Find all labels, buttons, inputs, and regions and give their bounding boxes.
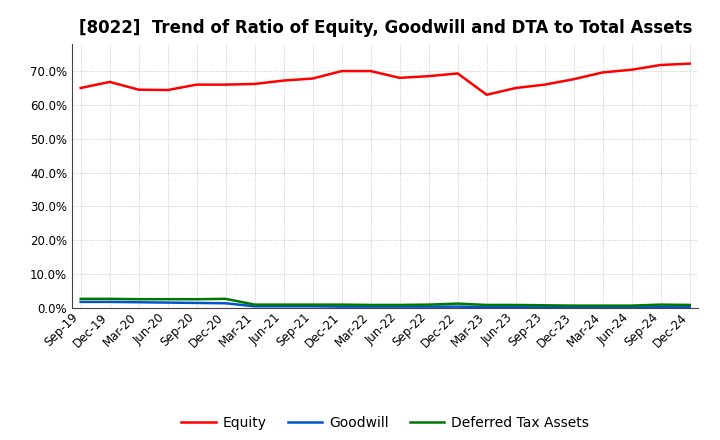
Equity [308, 76, 317, 81]
Equity [163, 88, 172, 93]
Deferred Tax Assets [627, 303, 636, 308]
Deferred Tax Assets [192, 297, 201, 302]
Equity [454, 71, 462, 76]
Equity [482, 92, 491, 97]
Deferred Tax Assets [685, 302, 694, 308]
Goodwill [163, 300, 172, 305]
Equity [395, 75, 404, 81]
Deferred Tax Assets [598, 303, 607, 308]
Goodwill [424, 304, 433, 309]
Deferred Tax Assets [541, 303, 549, 308]
Goodwill [685, 304, 694, 310]
Goodwill [135, 300, 143, 305]
Line: Equity: Equity [81, 64, 690, 95]
Goodwill [338, 304, 346, 309]
Deferred Tax Assets [482, 302, 491, 308]
Equity [251, 81, 259, 87]
Goodwill [251, 304, 259, 309]
Equity [541, 82, 549, 87]
Goodwill [482, 304, 491, 310]
Legend: Equity, Goodwill, Deferred Tax Assets: Equity, Goodwill, Deferred Tax Assets [176, 410, 595, 435]
Equity [338, 69, 346, 74]
Goodwill [541, 304, 549, 310]
Equity [76, 85, 85, 91]
Deferred Tax Assets [221, 296, 230, 301]
Deferred Tax Assets [135, 297, 143, 302]
Goodwill [598, 304, 607, 310]
Goodwill [76, 299, 85, 304]
Equity [105, 79, 114, 84]
Deferred Tax Assets [338, 302, 346, 307]
Line: Goodwill: Goodwill [81, 302, 690, 307]
Equity [685, 61, 694, 66]
Deferred Tax Assets [105, 296, 114, 301]
Goodwill [657, 304, 665, 310]
Deferred Tax Assets [251, 302, 259, 307]
Goodwill [279, 304, 288, 309]
Equity [598, 70, 607, 75]
Line: Deferred Tax Assets: Deferred Tax Assets [81, 299, 690, 306]
Equity [192, 82, 201, 87]
Equity [366, 69, 375, 74]
Goodwill [395, 304, 404, 309]
Deferred Tax Assets [279, 302, 288, 307]
Deferred Tax Assets [308, 302, 317, 307]
Equity [657, 62, 665, 68]
Goodwill [454, 304, 462, 309]
Goodwill [192, 300, 201, 305]
Equity [221, 82, 230, 87]
Deferred Tax Assets [570, 303, 578, 308]
Deferred Tax Assets [76, 296, 85, 301]
Equity [135, 87, 143, 92]
Equity [511, 85, 520, 91]
Deferred Tax Assets [424, 302, 433, 307]
Goodwill [570, 304, 578, 310]
Goodwill [308, 304, 317, 309]
Deferred Tax Assets [366, 302, 375, 308]
Deferred Tax Assets [511, 302, 520, 308]
Equity [570, 77, 578, 82]
Deferred Tax Assets [657, 302, 665, 307]
Goodwill [366, 304, 375, 309]
Goodwill [105, 299, 114, 304]
Equity [424, 73, 433, 79]
Goodwill [221, 301, 230, 306]
Goodwill [511, 304, 520, 310]
Equity [627, 67, 636, 72]
Deferred Tax Assets [454, 301, 462, 306]
Equity [279, 78, 288, 83]
Goodwill [627, 304, 636, 310]
Deferred Tax Assets [395, 302, 404, 308]
Deferred Tax Assets [163, 297, 172, 302]
Title: [8022]  Trend of Ratio of Equity, Goodwill and DTA to Total Assets: [8022] Trend of Ratio of Equity, Goodwil… [78, 19, 692, 37]
